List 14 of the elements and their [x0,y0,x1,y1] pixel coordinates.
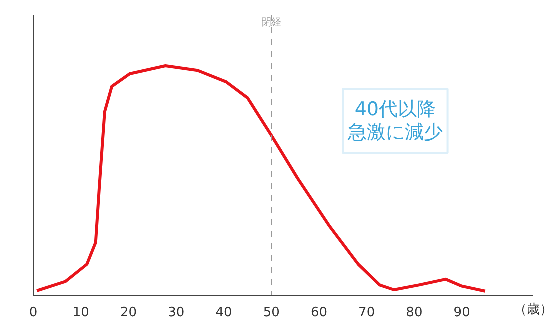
x-tick-label: 0 [29,306,38,320]
x-tick-label: 10 [72,306,90,320]
x-tick-label: 20 [120,306,138,320]
ref-line-label: 閉経 [262,18,282,28]
annotation: 急激に減少 [346,122,443,144]
x-tick-label: 30 [168,306,185,320]
x-tick-label: 50 [263,306,280,320]
annotation: 40代以降 [354,98,436,121]
x-tick-label: 60 [310,306,328,320]
x-tick-label: 80 [406,306,423,320]
x-tick-label: 70 [358,306,376,320]
x-tick-label: 90 [454,306,470,320]
x-axis-title: （歳） [514,302,553,318]
x-tick-label: 40 [216,306,232,320]
